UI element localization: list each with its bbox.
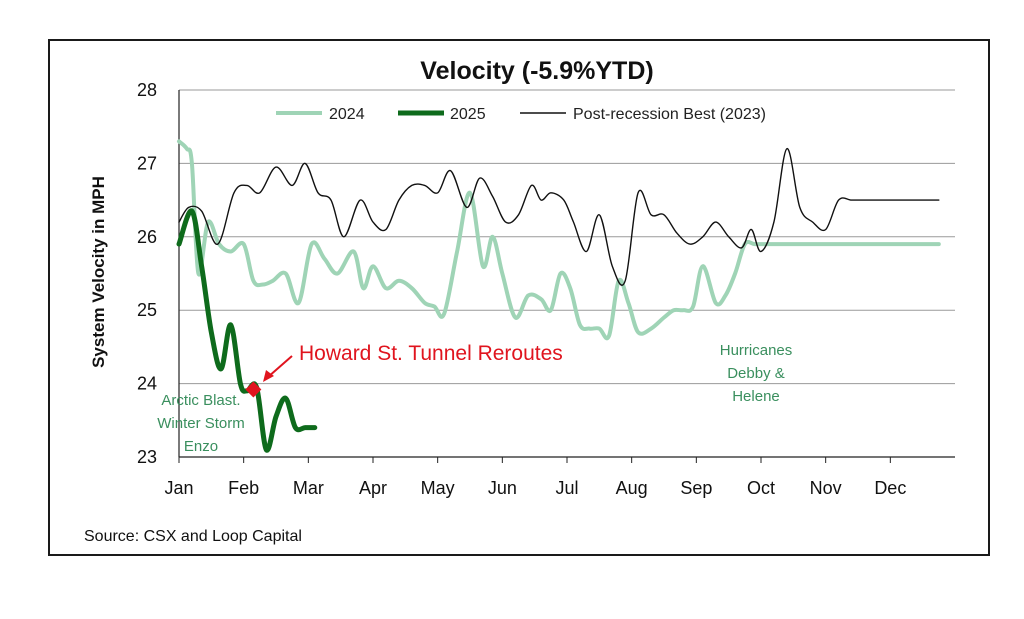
legend-label-2025: 2025 [450, 106, 486, 123]
series-lines [176, 139, 941, 453]
y-tick-label: 25 [137, 300, 157, 320]
y-axis-label: System Velocity in MPH [89, 176, 108, 368]
y-tick-label: 24 [137, 374, 157, 394]
x-tick-label: Oct [747, 478, 775, 498]
gridlines [179, 89, 955, 385]
x-tick-label: Feb [228, 478, 259, 498]
source-note: Source: CSX and Loop Capital [84, 528, 302, 545]
chart-title: Velocity (-5.9%YTD) [420, 57, 653, 85]
y-tick-label: 26 [137, 227, 157, 247]
x-tick-label: Apr [359, 478, 387, 498]
axes [178, 90, 955, 458]
x-tick-label: Nov [810, 478, 842, 498]
x-tick-label: Dec [874, 478, 906, 498]
y-tick-label: 27 [137, 153, 157, 173]
x-tick-label: Jul [555, 478, 578, 498]
x-tick-label: Aug [616, 478, 648, 498]
legend: 2024 2025 Post-recession Best (2023) [276, 106, 766, 123]
y-tick-label: 28 [137, 80, 157, 100]
annotation-arctic-line-2: Winter Storm [157, 415, 245, 432]
event-marker [245, 381, 262, 398]
legend-label-2023: Post-recession Best (2023) [573, 106, 766, 123]
x-tick-label: Mar [293, 478, 324, 498]
series-line-post-recession-best-2023 [178, 147, 940, 286]
annotation-arctic-blast: Arctic Blast. Winter Storm Enzo [157, 392, 245, 455]
tick-labels: 23 24 25 26 27 28 Jan Feb Mar Apr May Jun Jul Aug Sep O… [137, 80, 906, 498]
legend-label-2024: 2024 [329, 106, 365, 123]
annotation-hurricanes-line-3: Helene [732, 388, 780, 405]
annotation-tunnel-text: Howard St. Tunnel Reroutes [299, 342, 563, 365]
x-tick-label: Sep [680, 478, 712, 498]
annotation-arctic-line-3: Enzo [184, 438, 218, 455]
annotation-hurricanes-line-1: Hurricanes [720, 342, 793, 359]
x-tick-label: Jan [164, 478, 193, 498]
x-tick-label: Jun [488, 478, 517, 498]
event-marker-diamond [245, 381, 262, 398]
series-line-2024 [177, 139, 941, 341]
x-tick-label: May [421, 478, 455, 498]
annotation-hurricanes-line-2: Debby & [727, 365, 785, 382]
annotation-hurricanes: Hurricanes Debby & Helene [720, 342, 793, 405]
annotation-arrow-head [263, 370, 274, 382]
annotation-arctic-line-1: Arctic Blast. [161, 392, 240, 409]
annotation-arrow-shaft [267, 355, 293, 378]
annotation-tunnel: Howard St. Tunnel Reroutes [263, 342, 563, 382]
y-tick-label: 23 [137, 447, 157, 467]
